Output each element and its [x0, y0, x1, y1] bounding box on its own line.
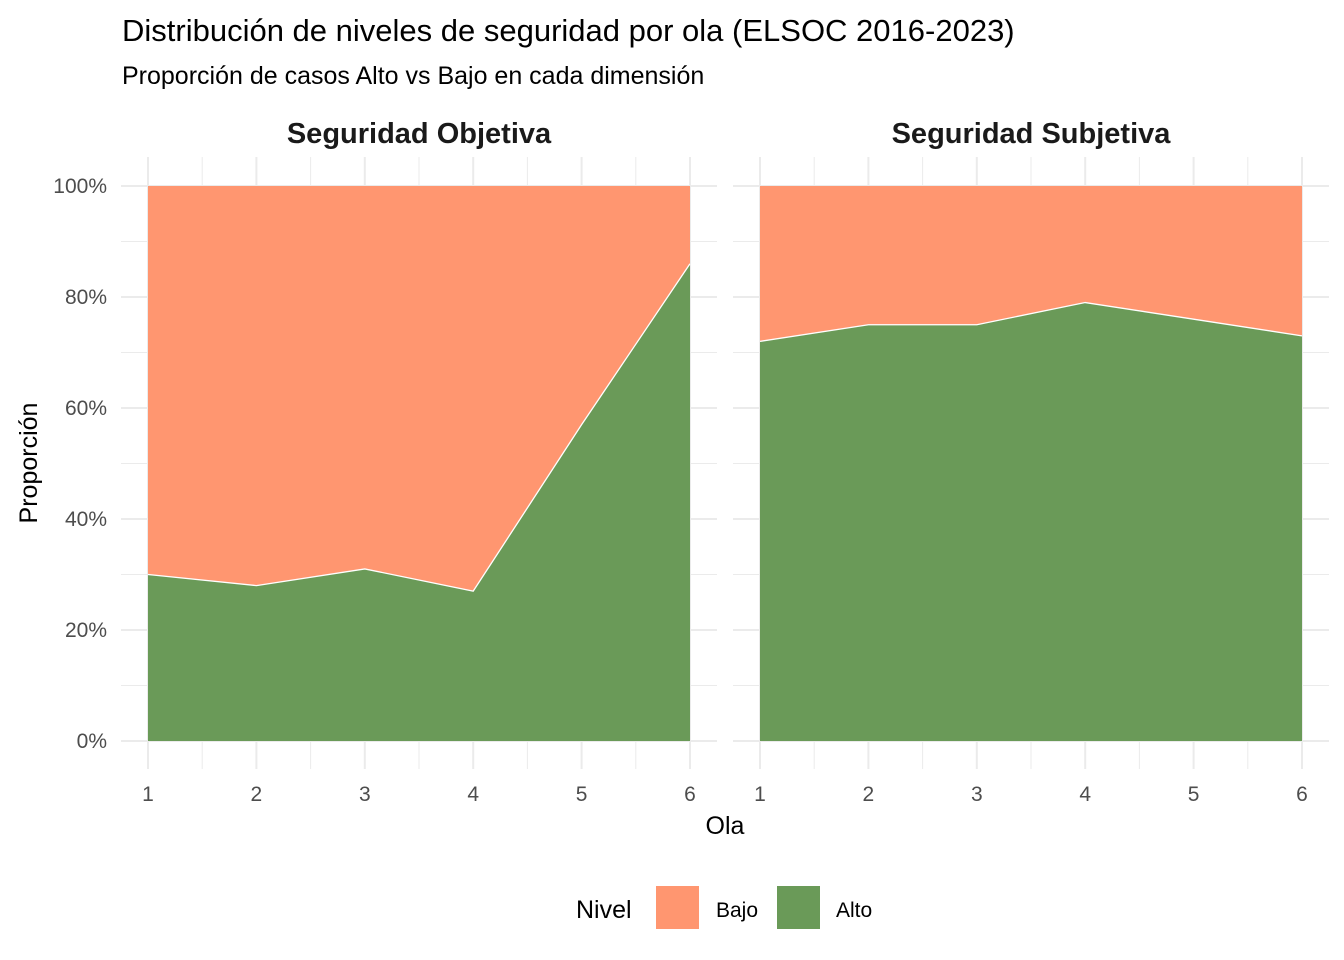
legend-label-alto: Alto [836, 899, 872, 922]
x-tick-label: 2 [863, 783, 875, 806]
y-tick-label: 40% [65, 508, 107, 531]
x-tick-label: 2 [251, 783, 263, 806]
x-tick-label: 4 [1079, 783, 1091, 806]
facet-strip-label: Seguridad Subjetiva [892, 118, 1172, 150]
chart-title: Distribución de niveles de seguridad por… [122, 13, 1015, 48]
legend-key-bajo [656, 886, 699, 929]
area-boundary-line [147, 263, 691, 592]
area-alto [760, 302, 1302, 741]
x-axis-title: Ola [706, 812, 745, 840]
chart-subtitle: Proporción de casos Alto vs Bajo en cada… [122, 62, 704, 90]
legend-key-alto [777, 886, 820, 929]
x-tick-label: 3 [359, 783, 371, 806]
facet-panel: Seguridad Subjetiva 1 2 3 4 5 6 [733, 118, 1329, 806]
x-tick-label: 1 [754, 783, 766, 806]
y-tick-label: 80% [65, 286, 107, 309]
area-bajo [760, 186, 1302, 342]
area-bajo [148, 186, 690, 592]
facet-strip-label: Seguridad Objetiva [287, 118, 552, 150]
x-tick-label: 1 [142, 783, 154, 806]
y-axis-title: Proporción [15, 403, 43, 524]
x-tick-label: 6 [684, 783, 696, 806]
x-tick-label: 5 [576, 783, 588, 806]
x-tick-label: 4 [467, 783, 479, 806]
legend-title: Nivel [576, 896, 632, 924]
area-alto [148, 263, 690, 741]
area-boundary-line [759, 301, 1303, 343]
x-tick-label: 6 [1296, 783, 1308, 806]
y-tick-label: 100% [53, 175, 107, 198]
legend-label-bajo: Bajo [716, 899, 758, 922]
y-tick-label: 20% [65, 619, 107, 642]
x-tick-label: 5 [1188, 783, 1200, 806]
y-tick-label: 60% [65, 397, 107, 420]
legend: Nivel Bajo Alto [576, 886, 872, 929]
x-tick-label: 3 [971, 783, 983, 806]
y-tick-label: 0% [77, 730, 107, 753]
